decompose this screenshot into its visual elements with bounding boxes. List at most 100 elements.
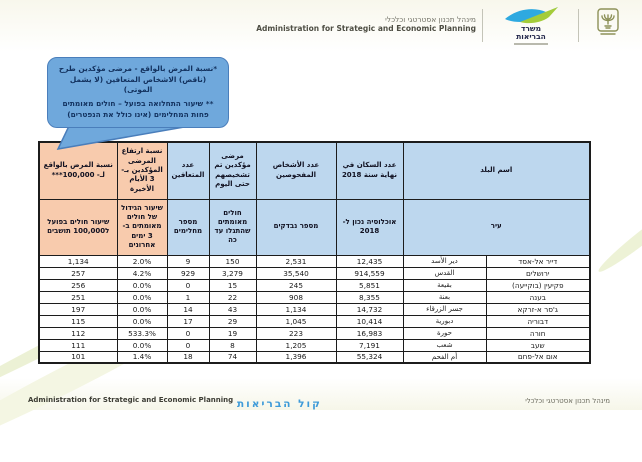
cell-town-he: אום אל-פחם xyxy=(485,350,591,364)
col-header-per100k-ar: نسبة المرض بالواقع لـ- 100,000*** xyxy=(38,141,118,200)
cell-growth: 4.2% xyxy=(116,266,168,280)
header-row-arabic: اسم البلد عدد السكان في نهاية سنة 2018 ع… xyxy=(38,141,591,200)
cell-recovered: 1 xyxy=(166,290,210,304)
col-header-town-name-ar: اسم البلد xyxy=(402,141,591,200)
cell-confirmed: 3,279 xyxy=(208,266,257,280)
cell-growth: 0.0% xyxy=(116,278,168,292)
israel-state-emblem-icon xyxy=(592,7,624,43)
table-row: חורה حورة 16,983 223 19 0 533.3% 112 xyxy=(38,326,591,340)
department-name-hebrew: מינהל תכנון אסטרטגי וכלכלי xyxy=(385,15,476,24)
cell-tested: 35,540 xyxy=(255,266,337,280)
cell-town-he: פקיעין (בוקייעה) xyxy=(485,278,591,292)
cell-population: 7,191 xyxy=(335,338,404,352)
cell-population: 5,851 xyxy=(335,278,404,292)
cell-town-ar: شعب xyxy=(402,338,487,352)
cell-confirmed: 8 xyxy=(208,338,257,352)
cell-growth: 1.4% xyxy=(116,350,168,364)
cell-per100k: 197 xyxy=(38,302,118,316)
cell-tested: 223 xyxy=(255,326,337,340)
cell-town-ar: حورة xyxy=(402,326,487,340)
header-divider xyxy=(482,9,483,42)
ministry-of-health-logo: משרד הבריאות xyxy=(489,5,573,45)
cell-recovered: 0 xyxy=(166,338,210,352)
cell-confirmed: 19 xyxy=(208,326,257,340)
cell-per100k: 101 xyxy=(38,350,118,364)
department-name-english: Administration for Strategic and Economi… xyxy=(256,24,476,34)
cell-recovered: 14 xyxy=(166,302,210,316)
cell-town-he: שעב xyxy=(485,338,591,352)
cell-per100k: 115 xyxy=(38,314,118,328)
cell-town-he: דבוריה xyxy=(485,314,591,328)
cell-town-he: בענה xyxy=(485,290,591,304)
cell-tested: 2,531 xyxy=(255,254,337,268)
col-header-confirmed-he: חולים מאומתים שהתגלו עד כה xyxy=(208,198,257,256)
cell-tested: 908 xyxy=(255,290,337,304)
cell-confirmed: 29 xyxy=(208,314,257,328)
cell-tested: 1,396 xyxy=(255,350,337,364)
callout-note-arabic: *نسبة المرض بالواقع - مرضى مؤكدين طرح (ن… xyxy=(58,64,218,95)
cell-recovered: 18 xyxy=(166,350,210,364)
footer-department-english: Administration for Strategic and Economi… xyxy=(28,396,234,404)
cell-population: 10,414 xyxy=(335,314,404,328)
cell-confirmed: 22 xyxy=(208,290,257,304)
cell-population: 55,324 xyxy=(335,350,404,364)
cell-town-he: דייר אל-אסד xyxy=(485,254,591,268)
cell-growth: 0.0% xyxy=(116,302,168,316)
cell-growth: 0.0% xyxy=(116,338,168,352)
cell-per100k: 256 xyxy=(38,278,118,292)
cell-recovered: 0 xyxy=(166,326,210,340)
cell-town-ar: بقيعة xyxy=(402,278,487,292)
col-header-recovered-ar: عدد المتعافين xyxy=(166,141,210,200)
cell-per100k: 257 xyxy=(38,266,118,280)
cell-town-he: ירושלים xyxy=(485,266,591,280)
cell-growth: 0.0% xyxy=(116,314,168,328)
cell-growth: 0.0% xyxy=(116,290,168,304)
col-header-population-ar: عدد السكان في نهاية سنة 2018 xyxy=(335,141,404,200)
footer-slogan: קול הבריאות xyxy=(237,398,322,410)
cell-population: 8,355 xyxy=(335,290,404,304)
cell-recovered: 0 xyxy=(166,278,210,292)
cell-tested: 1,205 xyxy=(255,338,337,352)
table-row: דייר אל-אסד دير الأسد 12,435 2,531 150 9… xyxy=(38,254,591,268)
cell-town-ar: دير الأسد xyxy=(402,254,487,268)
col-header-growth-he: שיעור הגידול של חולים מאומתים ב- 3 ימים … xyxy=(116,198,168,256)
col-header-town-name-he: עיר xyxy=(402,198,591,256)
ministry-logo-swoosh-icon xyxy=(505,7,558,24)
callout-tail xyxy=(56,125,191,150)
header-row-hebrew: עיר אוכלוסיה נכון ל- 2018 מספר נבדקים חו… xyxy=(38,198,591,256)
col-header-per100k-he: שיעור חולים בפועל ל100,000 תושבים xyxy=(38,198,118,256)
cell-recovered: 17 xyxy=(166,314,210,328)
footer-department-hebrew: מינהל תכנון אסטרטגי וכלכלי xyxy=(525,397,610,405)
col-header-population-he: אוכלוסיה נכון ל- 2018 xyxy=(335,198,404,256)
cell-growth: 2.0% xyxy=(116,254,168,268)
cell-per100k: 1,134 xyxy=(38,254,118,268)
cell-per100k: 251 xyxy=(38,290,118,304)
col-header-confirmed-ar: مرضى مؤكدين تم تشخيصهم حتى اليوم xyxy=(208,141,257,200)
cell-per100k: 112 xyxy=(38,326,118,340)
cell-population: 14,732 xyxy=(335,302,404,316)
cell-recovered: 929 xyxy=(166,266,210,280)
covid-statistics-table: اسم البلد عدد السكان في نهاية سنة 2018 ع… xyxy=(38,141,591,364)
cell-confirmed: 74 xyxy=(208,350,257,364)
col-header-tested-ar: عدد الأشخاص المفحوصين xyxy=(255,141,337,200)
department-title-block: מינהל תכנון אסטרטגי וכלכלי Administratio… xyxy=(240,15,476,34)
cell-tested: 1,045 xyxy=(255,314,337,328)
cell-population: 12,435 xyxy=(335,254,404,268)
cell-confirmed: 150 xyxy=(208,254,257,268)
cell-tested: 1,134 xyxy=(255,302,337,316)
ministry-logo-tagline xyxy=(514,42,548,45)
table-row: בענה بعنة 8,355 908 22 1 0.0% 251 xyxy=(38,290,591,304)
col-header-recovered-he: מספר מחלימים xyxy=(166,198,210,256)
callout-note-hebrew: ** שיעור התחלואה בפועל – חולים מאומתים פ… xyxy=(62,99,214,119)
table-row: שעב شعب 7,191 1,205 8 0 0.0% 111 xyxy=(38,338,591,352)
cell-town-ar: أم الفحم xyxy=(402,350,487,364)
cell-tested: 245 xyxy=(255,278,337,292)
cell-town-he: חורה xyxy=(485,326,591,340)
cell-town-ar: جسر الزرقاء xyxy=(402,302,487,316)
cell-town-ar: دبورية xyxy=(402,314,487,328)
table-row: דבוריה دبورية 10,414 1,045 29 17 0.0% 11… xyxy=(38,314,591,328)
letterhead-bottom-tint xyxy=(0,378,642,410)
cell-recovered: 9 xyxy=(166,254,210,268)
callout-bubble: *نسبة المرض بالواقع - مرضى مؤكدين طرح (ن… xyxy=(47,57,229,128)
